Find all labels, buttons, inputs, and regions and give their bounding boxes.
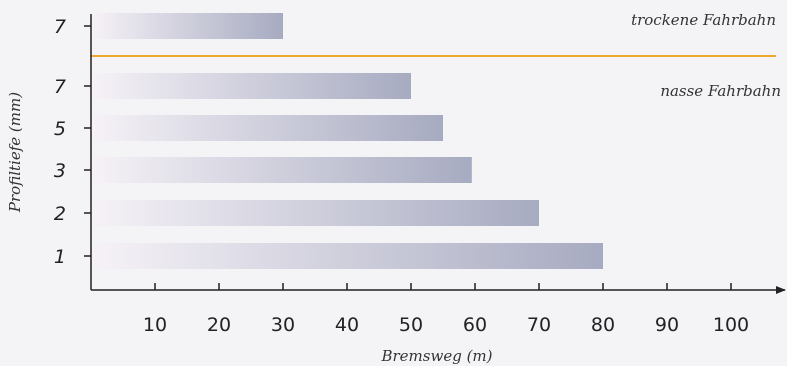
bar xyxy=(91,115,443,141)
x-tick-label: 90 xyxy=(655,314,679,336)
y-tick-label: 5 xyxy=(54,118,66,140)
y-tick-label: 3 xyxy=(54,160,66,182)
x-tick-label: 70 xyxy=(527,314,551,336)
ticks-layer xyxy=(84,25,732,290)
x-axis-label: Bremsweg (m) xyxy=(380,347,492,365)
bar xyxy=(91,73,411,99)
bar xyxy=(91,243,603,269)
x-tick-label: 10 xyxy=(143,314,167,336)
x-tick-label: 60 xyxy=(463,314,487,336)
x-tick-label: 50 xyxy=(399,314,423,336)
x-tick-label: 80 xyxy=(591,314,615,336)
y-axis-label: Profiltiefe (mm) xyxy=(6,92,24,213)
x-tick-label: 100 xyxy=(713,314,749,336)
y-tick-label: 7 xyxy=(54,76,66,98)
labels-layer: 7 7 5 3 2 1 10 20 30 40 50 60 70 80 90 100 xyxy=(54,16,749,336)
bar xyxy=(91,157,472,183)
x-tick-label: 40 xyxy=(335,314,359,336)
x-tick-label: 20 xyxy=(207,314,231,336)
bar xyxy=(91,13,283,39)
x-tick-label: 30 xyxy=(271,314,295,336)
bars-layer xyxy=(91,13,603,269)
y-tick-label: 1 xyxy=(54,246,66,268)
y-tick-label: 7 xyxy=(54,16,66,38)
y-tick-label: 2 xyxy=(54,203,66,225)
group-label-dry: trockene Fahrbahn xyxy=(631,11,776,29)
axes-layer xyxy=(90,14,786,294)
bar xyxy=(91,200,539,226)
group-label-wet: nasse Fahrbahn xyxy=(660,82,781,100)
